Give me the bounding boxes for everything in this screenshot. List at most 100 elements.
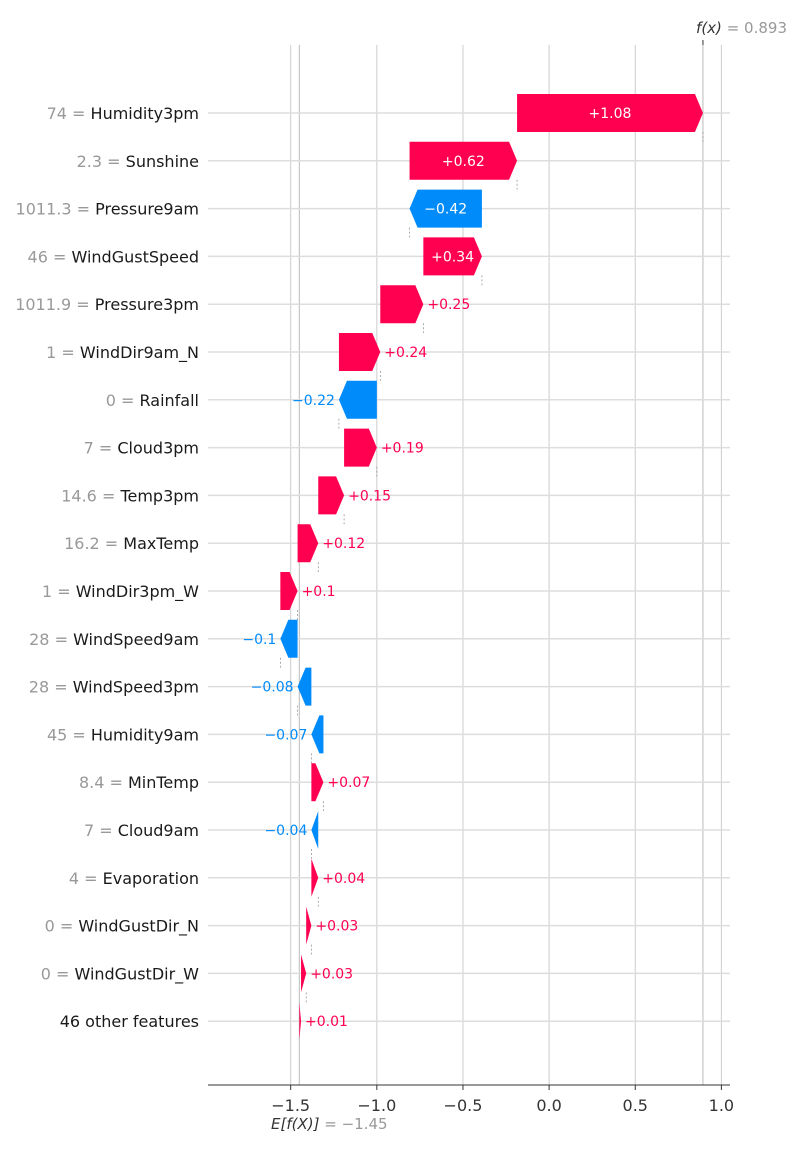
contribution-label: +0.04 [322,871,365,887]
contribution-label: +0.25 [427,297,470,313]
feature-name: Pressure9am [95,200,199,219]
feature-label: 45 = Humidity9am [47,725,199,744]
feature-label: 7 = Cloud3pm [84,439,199,458]
expected-value-equals: = [324,1115,341,1133]
contribution-label: +0.24 [384,345,427,361]
contribution-bar [380,285,424,324]
feature-value: 0 = [106,391,140,410]
contribution-bar [306,906,312,945]
contribution-bar [423,237,482,276]
contribution-label: −0.04 [264,823,307,839]
feature-name: Temp3pm [119,486,199,505]
feature-value: 14.6 = [61,486,120,505]
contribution-bar [301,954,307,993]
contribution-bar [338,333,381,371]
contribution-label: −0.08 [251,680,294,696]
feature-label: 0 = WindGustDir_W [41,964,199,984]
contribution-label: +0.07 [327,775,370,791]
contribution-bars [280,94,703,1041]
feature-name: Sunshine [126,152,199,171]
contribution-bar [409,189,482,228]
contribution-label: +0.62 [442,154,485,170]
feature-value: 45 = [47,725,91,744]
feature-label: 28 = WindSpeed9am [29,630,199,649]
contribution-label: +1.08 [589,106,632,122]
feature-label: 8.4 = MinTemp [79,773,199,792]
feature-label: 7 = Cloud9am [84,821,199,840]
x-tick-label: −1.5 [271,1096,310,1115]
feature-label: 4 = Evaporation [69,869,199,888]
contribution-label: −0.1 [242,632,276,648]
contribution-bar [318,476,345,515]
feature-name: 46 other features [60,1012,199,1031]
feature-name: WindSpeed3pm [73,678,199,697]
bar-connectors [280,132,704,1003]
feature-value: 0 = [41,964,75,983]
contribution-bar [409,141,518,180]
feature-label: 46 = WindGustSpeed [28,247,199,266]
feature-labels: 74 = Humidity3pm 2.3 = Sunshine 1011.3 = P… [15,104,199,1031]
contribution-bar [311,858,319,897]
feature-value: 28 = [29,630,73,649]
contribution-label: +0.34 [431,249,474,265]
feature-label: 1 = WindDir3pm_W [42,582,199,602]
feature-name: WindGustDir_N [78,917,199,937]
contribution-bar [280,619,298,658]
feature-label: 2.3 = Sunshine [77,152,199,171]
contribution-label: +0.03 [315,919,358,935]
feature-name: Pressure3pm [95,295,199,314]
contribution-label: −0.42 [424,202,467,218]
feature-value: 4 = [69,869,103,888]
feature-label: 0 = Rainfall [106,391,199,410]
fx-annotation: f(x) = 0.893 [696,19,787,37]
contribution-bar [517,94,703,132]
contribution-label: +0.03 [310,966,353,982]
contribution-label: +0.19 [381,441,424,457]
feature-label: 14.6 = Temp3pm [61,486,199,505]
feature-value: 1011.3 = [16,200,96,219]
contribution-label: −0.07 [264,727,307,743]
contribution-bar [344,428,377,467]
contribution-bar [338,380,377,419]
contribution-bar [297,524,319,563]
feature-value: 1011.9 = [15,295,95,314]
contribution-label: +0.15 [348,488,391,504]
feature-value: 74 = [47,104,91,123]
feature-label: 16.2 = MaxTemp [64,534,199,553]
feature-name: Humidity9am [91,725,199,744]
feature-name: WindSpeed9am [73,630,199,649]
x-tick-label: 1.0 [709,1096,734,1115]
feature-value: 46 = [28,247,72,266]
feature-name: Cloud3pm [117,439,199,458]
feature-grid-lines [208,112,730,1022]
feature-name: MaxTemp [123,534,199,553]
feature-name: WindDir9am_N [80,343,199,363]
feature-name: Evaporation [103,869,199,888]
contribution-bar [311,715,324,754]
feature-name: WindDir3pm_W [76,582,199,602]
contribution-bar [311,763,324,802]
feature-value: 0 = [45,917,79,936]
x-tick-label: −0.5 [444,1096,483,1115]
feature-label: 1011.3 = Pressure9am [16,200,199,219]
feature-value: 16.2 = [64,534,123,553]
contribution-label: +0.1 [302,584,336,600]
feature-name: WindGustSpeed [71,247,199,266]
feature-label: 46 other features [60,1012,199,1031]
x-axis: −1.5 −1.0 −0.5 0.0 0.5 1.0 [208,40,734,1115]
feature-name: WindGustDir_W [74,964,199,984]
feature-name: Humidity3pm [91,104,199,123]
fx-value: 0.893 [744,19,787,37]
feature-value: 2.3 = [77,152,126,171]
expected-value-annotation: E[f(X)] = −1.45 [271,1115,388,1133]
contribution-labels: +1.08 +0.62 −0.42 +0.34 +0.25 +0.24 −0.22 +0.19… [242,106,631,1030]
feature-label: 28 = WindSpeed3pm [29,678,199,697]
feature-label: 1011.9 = Pressure3pm [15,295,199,314]
feature-value: 8.4 = [79,773,128,792]
feature-value: 1 = [42,582,76,601]
contribution-label: −0.22 [292,393,335,409]
contribution-bar [297,667,312,706]
feature-value: 28 = [29,678,73,697]
contribution-bar [299,1002,302,1041]
